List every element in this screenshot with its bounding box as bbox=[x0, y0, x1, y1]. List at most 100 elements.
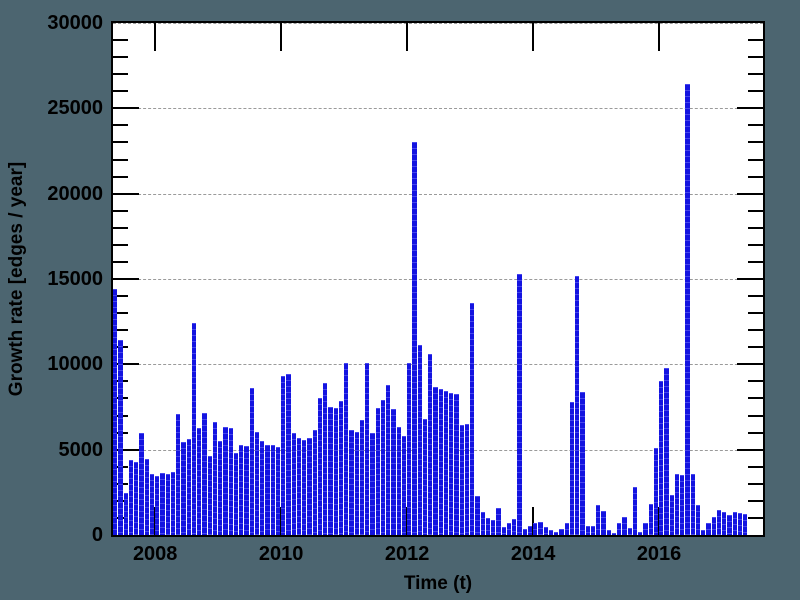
y-tick-left bbox=[113, 209, 128, 212]
bar bbox=[338, 400, 344, 535]
y-tick-left bbox=[113, 175, 128, 178]
y-tick-label: 15000 bbox=[47, 268, 103, 290]
bar bbox=[701, 530, 706, 535]
bar bbox=[512, 519, 517, 535]
y-tick-right bbox=[748, 516, 763, 519]
bar bbox=[275, 447, 281, 535]
y-tick-left bbox=[113, 39, 128, 42]
y-tick-right bbox=[748, 141, 763, 144]
y-tick-label: 0 bbox=[91, 524, 103, 546]
bar bbox=[643, 523, 648, 535]
bar bbox=[407, 362, 412, 535]
bar bbox=[648, 503, 653, 535]
bar bbox=[653, 448, 659, 535]
bar bbox=[485, 517, 491, 535]
bar bbox=[323, 383, 328, 535]
bar bbox=[155, 475, 160, 535]
x-tick-label: 2008 bbox=[132, 543, 178, 565]
bar bbox=[344, 362, 349, 535]
y-gridline bbox=[113, 23, 763, 24]
bar bbox=[674, 474, 680, 535]
y-tick-right bbox=[737, 278, 763, 280]
y-tick-right bbox=[748, 243, 763, 246]
bar bbox=[386, 384, 391, 535]
bar bbox=[218, 441, 223, 535]
bar bbox=[113, 289, 118, 535]
bar bbox=[260, 441, 265, 535]
bar bbox=[134, 461, 139, 535]
y-tick-right bbox=[748, 90, 763, 93]
bar bbox=[144, 459, 149, 535]
bar bbox=[480, 512, 485, 535]
bar bbox=[176, 413, 181, 535]
bar bbox=[186, 439, 191, 535]
x-tick-label: 2010 bbox=[258, 543, 304, 565]
y-tick-right bbox=[748, 414, 763, 417]
y-tick-right bbox=[748, 380, 763, 383]
y-tick-left bbox=[113, 141, 128, 144]
bar bbox=[296, 438, 302, 535]
bar bbox=[711, 517, 716, 535]
bar bbox=[543, 526, 548, 535]
bar bbox=[680, 475, 685, 535]
bar bbox=[664, 368, 669, 535]
bar bbox=[149, 473, 155, 535]
bar bbox=[401, 436, 407, 535]
x-tick-label: 2016 bbox=[636, 543, 682, 565]
bar bbox=[575, 275, 580, 535]
bar bbox=[291, 432, 296, 535]
y-tick-right bbox=[748, 226, 763, 229]
bar bbox=[181, 441, 186, 535]
bar bbox=[470, 302, 475, 535]
y-tick-right bbox=[748, 431, 763, 434]
bar bbox=[370, 433, 375, 535]
y-gridline bbox=[113, 108, 763, 110]
x-tick-top bbox=[280, 23, 283, 51]
y-tick-right bbox=[748, 482, 763, 485]
x-tick-top bbox=[532, 23, 535, 51]
bar bbox=[128, 459, 134, 535]
y-tick-left bbox=[113, 158, 128, 161]
y-tick-label: 20000 bbox=[47, 182, 103, 205]
bar bbox=[391, 408, 396, 535]
y-tick-right bbox=[748, 124, 763, 127]
bar bbox=[559, 529, 564, 535]
bar bbox=[732, 511, 737, 535]
bar bbox=[727, 515, 732, 535]
y-tick-right bbox=[748, 209, 763, 212]
bar bbox=[380, 400, 386, 535]
bar bbox=[270, 444, 275, 535]
y-tick-left bbox=[113, 312, 128, 315]
y-tick-left bbox=[113, 124, 128, 127]
bar bbox=[249, 387, 254, 535]
y-tick-right bbox=[748, 73, 763, 76]
bar bbox=[590, 525, 596, 535]
y-gridline bbox=[113, 193, 763, 195]
x-axis-title: Time (t) bbox=[403, 573, 473, 594]
bar bbox=[501, 526, 506, 535]
y-tick-right bbox=[748, 312, 763, 315]
bar bbox=[454, 394, 459, 535]
bar bbox=[422, 418, 428, 535]
y-tick-left bbox=[113, 226, 128, 229]
y-tick-right bbox=[748, 158, 763, 161]
x-tick-top bbox=[406, 23, 409, 51]
bar bbox=[538, 521, 543, 535]
bar bbox=[375, 408, 380, 535]
bar bbox=[475, 495, 480, 535]
y-tick-right bbox=[748, 175, 763, 178]
bar bbox=[527, 525, 533, 535]
x-tick-top bbox=[658, 23, 661, 51]
bar bbox=[396, 427, 401, 535]
bar bbox=[580, 391, 585, 535]
y-tick-right bbox=[748, 329, 763, 332]
x-tick-top bbox=[154, 23, 157, 51]
bar bbox=[695, 504, 701, 535]
bar bbox=[359, 419, 365, 535]
x-tick-label: 2014 bbox=[510, 543, 556, 565]
bar bbox=[239, 445, 244, 535]
bar bbox=[412, 142, 417, 535]
y-tick-label: 30000 bbox=[47, 12, 103, 34]
bar bbox=[638, 531, 643, 535]
y-tick-left bbox=[113, 73, 128, 76]
